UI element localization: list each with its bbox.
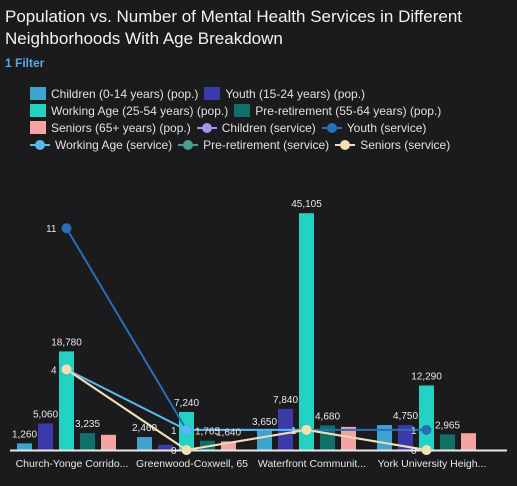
legend-label: Working Age (service) xyxy=(55,137,173,152)
service-line xyxy=(65,368,427,452)
legend-label: Children (service) xyxy=(221,120,316,135)
chart-legend: Children (0-14 years) (pop.) Youth (15-24… xyxy=(30,85,510,153)
bar-value-label: 1,260 xyxy=(12,429,37,440)
category-label: Waterfront Communit... xyxy=(258,458,366,470)
legend-row: Seniors (65+ years) (pop.) Children (serv… xyxy=(30,119,510,136)
legend-label: Pre-retirement (service) xyxy=(203,137,330,152)
legend-line-marker xyxy=(30,139,50,150)
bar-value-label: 2,460 xyxy=(132,423,157,434)
bar-value-label: 4,750 xyxy=(393,411,418,422)
service-point xyxy=(61,223,72,234)
bar xyxy=(257,430,272,450)
service-point xyxy=(181,424,192,435)
bar-value-label: 5,060 xyxy=(33,409,58,420)
bar xyxy=(158,444,173,450)
legend-item[interactable]: Youth (15-24 years) (pop.) xyxy=(204,87,365,101)
legend-item[interactable]: Youth (service) xyxy=(321,120,427,135)
bar xyxy=(17,443,32,450)
service-line xyxy=(66,368,427,451)
legend-item[interactable]: Children (0-14 years) (pop.) xyxy=(30,87,198,101)
service-point xyxy=(181,445,192,455)
bar xyxy=(299,213,314,450)
bar xyxy=(137,437,152,450)
bar xyxy=(80,433,95,450)
legend-line-marker xyxy=(321,122,342,133)
bar xyxy=(59,351,74,450)
bar xyxy=(461,433,476,450)
service-value-label: 0 xyxy=(411,446,417,457)
legend-label: Seniors (65+ years) (pop.) xyxy=(51,120,191,135)
service-point xyxy=(421,424,432,435)
bar xyxy=(200,440,215,450)
bar-value-label: 7,840 xyxy=(273,395,298,406)
legend-label: Pre-retirement (55-64 years) (pop.) xyxy=(255,103,442,118)
legend-label: Youth (service) xyxy=(346,120,427,135)
bar xyxy=(398,425,413,450)
category-label: Greenwood-Coxwell, 65 xyxy=(136,458,248,470)
service-value-label: 1 xyxy=(291,426,297,437)
service-point xyxy=(61,364,72,375)
chart-title: Population vs. Number of Mental Health S… xyxy=(5,7,463,48)
bar xyxy=(377,425,392,450)
legend-row: Children (0-14 years) (pop.) Youth (15-24… xyxy=(30,85,510,102)
bar xyxy=(38,423,53,450)
bar-value-label: 1,640 xyxy=(216,427,241,438)
service-point xyxy=(421,445,432,455)
service-value-label: 0 xyxy=(171,446,177,457)
bar xyxy=(419,385,434,450)
bar-value-label: 2,965 xyxy=(435,420,460,431)
legend-line-marker xyxy=(335,139,356,150)
service-value-label: 4 xyxy=(51,365,57,376)
service-value-label: 1 xyxy=(411,426,417,437)
legend-item[interactable]: Children (service) xyxy=(196,120,316,135)
legend-label: Children (0-14 years) (pop.) xyxy=(51,86,199,101)
filter-button[interactable]: 1 Filter xyxy=(5,56,45,70)
bar xyxy=(101,434,116,450)
bar-value-label: 3,650 xyxy=(252,417,277,428)
service-line xyxy=(65,227,427,431)
legend-item[interactable]: Seniors (65+ years) (pop.) xyxy=(30,121,191,135)
service-line xyxy=(65,368,427,452)
bar-value-label: 4,680 xyxy=(315,411,340,422)
legend-label: Youth (15-24 years) (pop.) xyxy=(225,86,366,101)
legend-swatch xyxy=(30,104,46,117)
legend-swatch xyxy=(30,121,46,134)
bar-value-label: 3,235 xyxy=(75,419,100,430)
bar xyxy=(440,434,455,450)
category-label: Church-Yonge Corrido... xyxy=(16,458,129,470)
legend-item[interactable]: Pre-retirement (service) xyxy=(178,138,329,152)
bar xyxy=(221,441,236,450)
bar-value-label: 7,240 xyxy=(174,398,199,409)
legend-item[interactable]: Working Age (25-54 years) (pop.) xyxy=(30,104,228,118)
legend-swatch xyxy=(30,87,46,100)
service-value-label: 1 xyxy=(171,426,177,437)
legend-line-marker xyxy=(178,139,199,150)
legend-row: Working Age (25-54 years) (pop.) Pre-reti… xyxy=(30,102,510,119)
bar-value-label: 18,780 xyxy=(51,337,82,348)
legend-item[interactable]: Working Age (service) xyxy=(30,138,172,152)
service-point xyxy=(301,424,312,435)
legend-item[interactable]: Pre-retirement (55-64 years) (pop.) xyxy=(234,104,441,118)
bar-value-label: 45,105 xyxy=(291,199,322,210)
service-value-label: 11 xyxy=(46,224,57,235)
legend-label: Working Age (25-54 years) (pop.) xyxy=(51,103,229,118)
bar xyxy=(341,426,356,450)
legend-swatch xyxy=(234,104,251,117)
category-label: York University Heigh... xyxy=(378,458,487,470)
legend-label: Seniors (service) xyxy=(360,137,451,152)
bar xyxy=(320,425,335,450)
bar-value-label: 1,765 xyxy=(195,427,220,438)
legend-row: Working Age (service) Pre-retirement (ser… xyxy=(30,136,510,153)
service-line xyxy=(65,368,427,452)
legend-swatch xyxy=(204,87,221,100)
legend-item[interactable]: Seniors (service) xyxy=(335,138,450,152)
bar-value-label: 12,290 xyxy=(411,371,442,382)
legend-line-marker xyxy=(196,122,217,133)
